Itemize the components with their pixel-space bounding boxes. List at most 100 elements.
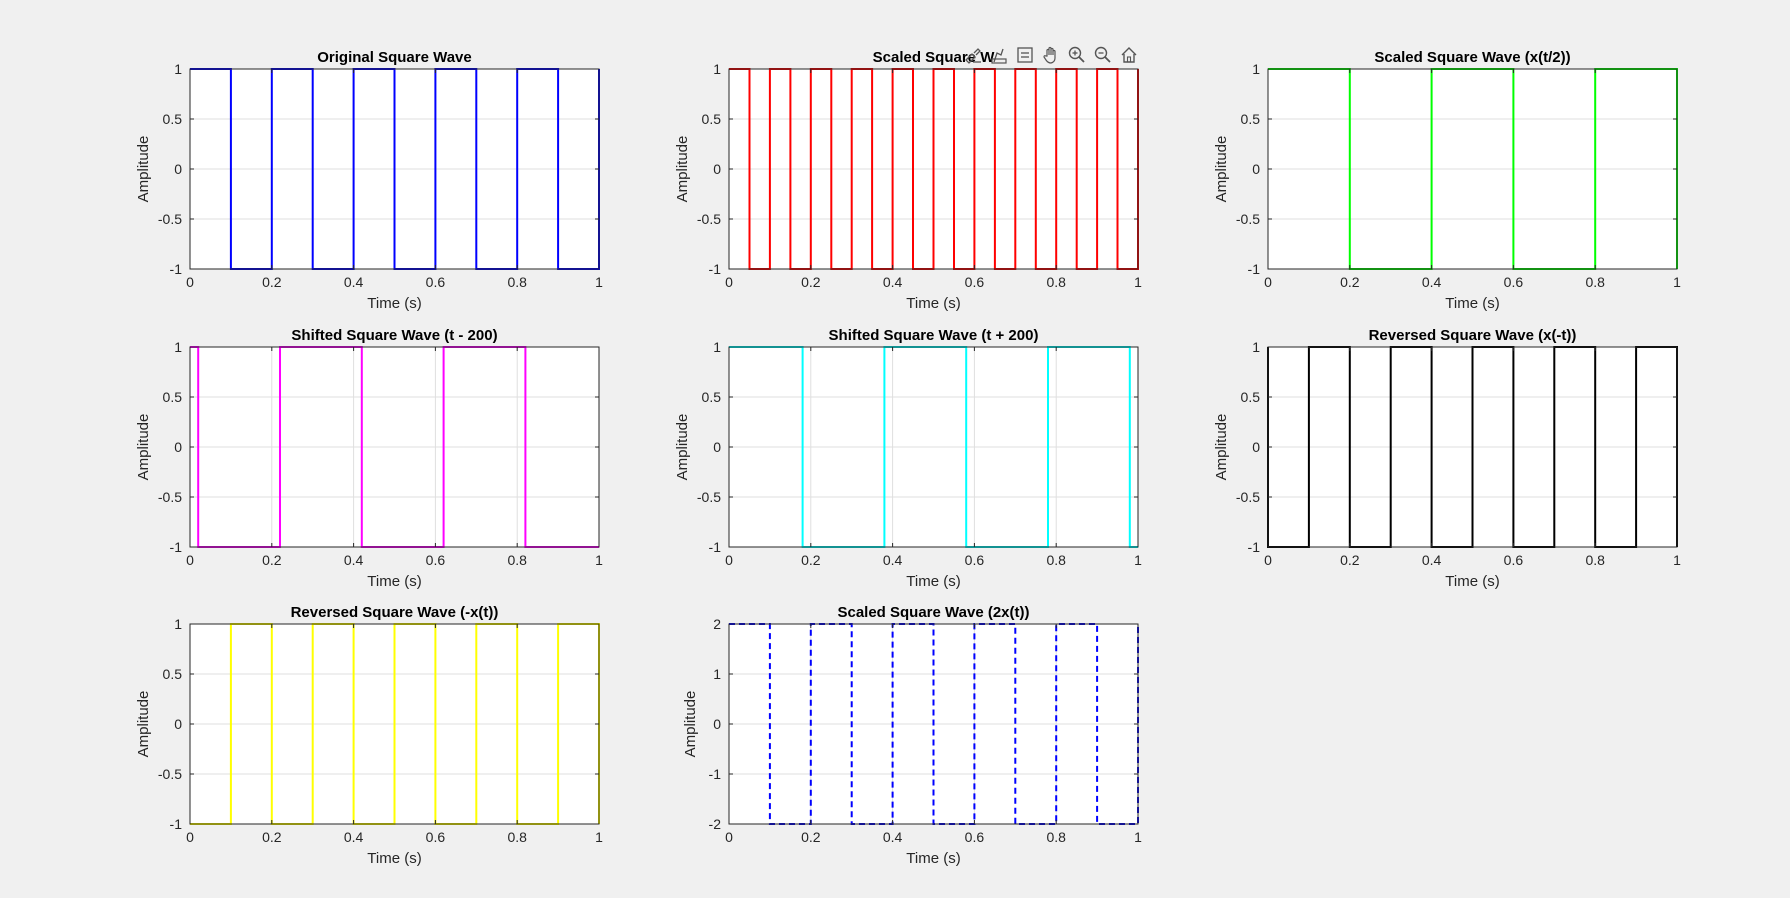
y-tick-label: -0.5 xyxy=(158,211,182,227)
series-line-1 xyxy=(729,68,1139,270)
x-tick-label: 0 xyxy=(1264,552,1272,568)
y-axis-label: Amplitude xyxy=(674,414,691,481)
x-tick-label: 0.8 xyxy=(507,552,527,568)
y-tick-label: 1 xyxy=(713,61,721,77)
x-tick-label: 1 xyxy=(1134,274,1142,290)
y-tick-label: 0 xyxy=(713,161,721,177)
x-tick-label: 1 xyxy=(595,274,603,290)
y-tick-label: 0.5 xyxy=(1241,389,1261,405)
subplot-3: 0 0.2 0.4 0.6 0.8 1 -1 -0.5 0 0.5 1 Scaled Square W… xyxy=(1213,49,1681,312)
y-tick-label: 1 xyxy=(174,339,182,355)
y-axis-label: Amplitude xyxy=(682,691,699,758)
x-tick-label: 0.8 xyxy=(1585,552,1605,568)
x-axis-label: Time (s) xyxy=(1445,295,1499,312)
x-tick-label: 0.2 xyxy=(801,274,821,290)
subplot-5: 0 0.2 0.4 0.6 0.8 1 -1 -0.5 0 0.5 1 Shifted Square … xyxy=(674,327,1142,590)
x-tick-label: 1 xyxy=(595,552,603,568)
y-tick-label: -0.5 xyxy=(697,211,721,227)
x-tick-label: 0.4 xyxy=(883,274,903,290)
x-tick-label: 0.6 xyxy=(965,829,985,845)
y-tick-label: -1 xyxy=(709,766,722,782)
y-tick-label: 0.5 xyxy=(1241,111,1261,127)
zoom-out-icon[interactable] xyxy=(1092,44,1114,66)
y-tick-label: -1 xyxy=(709,261,722,277)
x-tick-label: 0.4 xyxy=(1422,274,1442,290)
y-tick-label: 0 xyxy=(174,161,182,177)
x-tick-label: 1 xyxy=(1134,552,1142,568)
y-tick-label: -1 xyxy=(170,539,183,555)
axes-toolbar xyxy=(962,44,1140,66)
x-tick-label: 0.8 xyxy=(1046,829,1066,845)
y-tick-label: 0.5 xyxy=(702,111,722,127)
subplot-title: Original Square Wave xyxy=(317,49,472,66)
x-tick-label: 0.8 xyxy=(1046,274,1066,290)
y-axis-label: Amplitude xyxy=(135,136,152,203)
y-tick-label: -1 xyxy=(709,539,722,555)
subplot-6: 0 0.2 0.4 0.6 0.8 1 -1 -0.5 0 0.5 1 Reversed Square… xyxy=(1213,327,1681,590)
x-tick-label: 1 xyxy=(595,829,603,845)
subplot-title: Scaled Square Wave (2x(t)) xyxy=(837,604,1029,621)
x-tick-label: 0.4 xyxy=(883,829,903,845)
x-tick-label: 0 xyxy=(186,274,194,290)
subplot-1: 0 0.2 0.4 0.6 0.8 1 -1 -0.5 0 0.5 1 Original Square… xyxy=(135,49,603,312)
subplot-title: Shifted Square Wave (t - 200) xyxy=(291,327,497,344)
pan-hand-icon[interactable] xyxy=(1040,44,1062,66)
y-tick-label: 0 xyxy=(174,439,182,455)
y-axis-label: Amplitude xyxy=(1213,136,1230,203)
y-tick-label: -0.5 xyxy=(1236,211,1260,227)
x-tick-label: 0.2 xyxy=(1340,274,1360,290)
y-tick-label: -0.5 xyxy=(158,489,182,505)
subplot-8: 0 0.2 0.4 0.6 0.8 1 -2 -1 0 1 2 Scaled Square Wave … xyxy=(682,604,1142,867)
x-tick-label: 0.8 xyxy=(507,829,527,845)
subplot-title: Scaled Square Wave (x(t/2)) xyxy=(1374,49,1570,66)
x-tick-label: 0.2 xyxy=(801,829,821,845)
y-tick-label: -0.5 xyxy=(158,766,182,782)
brush-edit-icon[interactable] xyxy=(962,44,984,66)
subplot-title: Reversed Square Wave (x(-t)) xyxy=(1369,327,1577,344)
y-tick-label: 1 xyxy=(713,666,721,682)
x-tick-label: 1 xyxy=(1673,552,1681,568)
x-tick-label: 0.6 xyxy=(965,552,985,568)
x-tick-label: 0 xyxy=(186,829,194,845)
y-tick-label: 1 xyxy=(713,339,721,355)
x-tick-label: 0.6 xyxy=(426,552,446,568)
x-tick-label: 0 xyxy=(725,274,733,290)
series-line-1 xyxy=(190,346,599,548)
y-axis-label: Amplitude xyxy=(135,691,152,758)
y-tick-label: 0 xyxy=(713,439,721,455)
x-tick-label: 0.2 xyxy=(801,552,821,568)
x-tick-label: 0.2 xyxy=(262,552,282,568)
y-tick-label: 1 xyxy=(1252,61,1260,77)
zoom-in-icon[interactable] xyxy=(1066,44,1088,66)
x-tick-label: 0.4 xyxy=(344,829,364,845)
data-tips-icon[interactable] xyxy=(988,44,1010,66)
y-tick-label: 0.5 xyxy=(163,389,183,405)
y-tick-label: 0.5 xyxy=(702,389,722,405)
x-tick-label: 0.6 xyxy=(426,274,446,290)
x-tick-label: 0.2 xyxy=(262,274,282,290)
x-tick-label: 0.2 xyxy=(1340,552,1360,568)
series-line-1 xyxy=(729,346,1138,548)
y-tick-label: -0.5 xyxy=(697,489,721,505)
home-icon[interactable] xyxy=(1118,44,1140,66)
y-axis-label: Amplitude xyxy=(1213,414,1230,481)
y-tick-label: -1 xyxy=(170,261,183,277)
y-tick-label: 0 xyxy=(1252,439,1260,455)
y-tick-label: 0.5 xyxy=(163,666,183,682)
x-axis-label: Time (s) xyxy=(906,573,960,590)
x-tick-label: 1 xyxy=(1673,274,1681,290)
y-tick-label: 0 xyxy=(174,716,182,732)
x-tick-label: 0 xyxy=(725,829,733,845)
subplot-title: Reversed Square Wave (-x(t)) xyxy=(291,604,499,621)
x-tick-label: 0.6 xyxy=(426,829,446,845)
y-tick-label: -2 xyxy=(709,816,722,832)
y-axis-label: Amplitude xyxy=(674,136,691,203)
x-axis-label: Time (s) xyxy=(367,295,421,312)
x-axis-label: Time (s) xyxy=(1445,573,1499,590)
legend-icon[interactable] xyxy=(1014,44,1036,66)
x-tick-label: 0.8 xyxy=(507,274,527,290)
subplot-title: Scaled Square W xyxy=(873,49,996,66)
y-tick-label: 0.5 xyxy=(163,111,183,127)
x-tick-label: 0 xyxy=(186,552,194,568)
